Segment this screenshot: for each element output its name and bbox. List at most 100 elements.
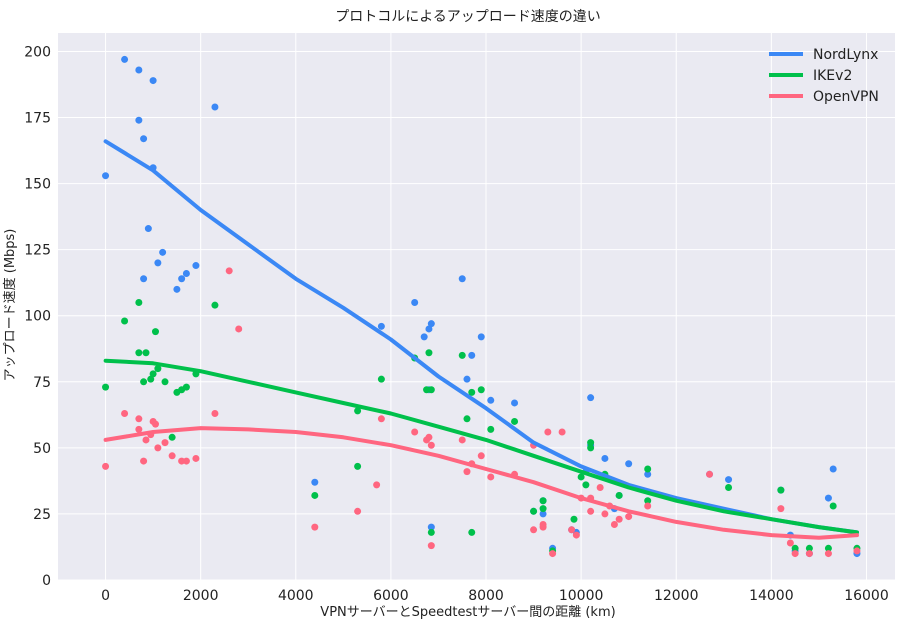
nordlynx-point xyxy=(725,476,733,484)
openvpn-point xyxy=(539,523,547,531)
ikev2-point xyxy=(425,349,433,357)
openvpn-point xyxy=(102,462,110,470)
x-tick-label: 8000 xyxy=(468,588,504,604)
ikev2-point xyxy=(182,383,190,391)
openvpn-point xyxy=(192,454,200,462)
openvpn-point xyxy=(587,507,595,515)
ikev2-point xyxy=(149,370,157,378)
nordlynx-point xyxy=(135,66,143,74)
ikev2-point xyxy=(805,544,813,552)
y-tick-label: 100 xyxy=(24,309,51,325)
nordlynx-point xyxy=(144,225,152,233)
ikev2-point xyxy=(161,378,169,386)
nordlynx-point xyxy=(159,248,167,256)
ikev2-point xyxy=(142,349,150,357)
nordlynx-point xyxy=(154,259,162,267)
y-tick-label: 25 xyxy=(33,507,51,523)
nordlynx-point xyxy=(587,394,595,402)
openvpn-point xyxy=(211,410,219,418)
openvpn-point xyxy=(791,550,799,558)
openvpn-point xyxy=(568,526,576,534)
openvpn-point xyxy=(615,515,623,523)
openvpn-point xyxy=(427,542,435,550)
ikev2-point xyxy=(154,365,162,373)
openvpn-point xyxy=(625,513,633,521)
ikev2-point xyxy=(354,462,362,470)
openvpn-point xyxy=(530,526,538,534)
openvpn-point xyxy=(135,415,143,423)
y-tick-label: 175 xyxy=(24,111,51,127)
openvpn-point xyxy=(425,433,433,441)
y-tick-label: 50 xyxy=(33,441,51,457)
openvpn-point xyxy=(777,505,785,513)
x-tick-label: 2000 xyxy=(183,588,219,604)
ikev2-point xyxy=(539,505,547,513)
nordlynx-point xyxy=(192,262,200,270)
openvpn-point xyxy=(824,550,832,558)
legend: NordLynx IKEv2 OpenVPN xyxy=(769,47,879,105)
nordlynx-point xyxy=(458,275,466,283)
nordlynx-point xyxy=(420,333,428,341)
ikev2-point xyxy=(121,317,129,325)
openvpn-point xyxy=(463,468,471,476)
nordlynx-point xyxy=(824,494,832,502)
ikev2-point xyxy=(644,465,652,473)
trend-lines xyxy=(103,139,859,540)
ikev2-point xyxy=(168,433,176,441)
openvpn-point xyxy=(558,428,566,436)
ikev2-point xyxy=(102,383,110,391)
ikev2-point xyxy=(377,375,385,383)
ikev2-point xyxy=(354,407,362,415)
nordlynx-point xyxy=(625,460,633,468)
openvpn-point xyxy=(411,428,419,436)
y-tick-label: 200 xyxy=(24,44,51,60)
openvpn-point xyxy=(225,267,233,275)
ikev2-point xyxy=(587,444,595,452)
ikev2-point xyxy=(587,439,595,447)
openvpn-point xyxy=(135,425,143,433)
nordlynx-point xyxy=(477,333,485,341)
x-tick-label: 16000 xyxy=(844,588,889,604)
x-axis-label: VPNサーバーとSpeedtestサーバー間の距離 (km) xyxy=(320,605,615,620)
ikev2-point xyxy=(487,425,495,433)
nordlynx-point xyxy=(140,275,148,283)
ikev2-point xyxy=(147,375,155,383)
y-tick-label: 75 xyxy=(33,375,51,391)
ikev2-point xyxy=(427,528,435,536)
ikev2-point xyxy=(530,507,538,515)
openvpn-trend-line xyxy=(103,426,859,540)
nordlynx-point xyxy=(601,454,609,462)
plot-area xyxy=(58,33,895,580)
openvpn-point xyxy=(373,481,381,489)
nordlynx-point xyxy=(829,465,837,473)
x-tick-label: 10000 xyxy=(559,588,604,604)
nordlynx-point xyxy=(644,470,652,478)
openvpn-point xyxy=(121,410,129,418)
nordlynx-point xyxy=(487,396,495,404)
ikev2-trend-line xyxy=(103,358,859,535)
ikev2-point xyxy=(615,491,623,499)
openvpn-point xyxy=(487,473,495,481)
ikev2-point xyxy=(539,497,547,505)
nordlynx-point xyxy=(511,399,519,407)
openvpn-point xyxy=(706,470,714,478)
nordlynx-point xyxy=(425,325,433,333)
nordlynx-legend-label: NordLynx xyxy=(813,47,878,63)
openvpn-point xyxy=(786,539,794,547)
ikev2-point xyxy=(463,415,471,423)
ikev2-point xyxy=(829,502,837,510)
ikev2-point xyxy=(458,351,466,359)
ikev2-legend-label: IKEv2 xyxy=(813,68,852,84)
ikev2-point xyxy=(511,417,519,425)
ikev2-point xyxy=(468,528,476,536)
nordlynx-point xyxy=(182,269,190,277)
ikev2-point xyxy=(135,299,143,307)
x-tick-label: 4000 xyxy=(278,588,314,604)
ikev2-point xyxy=(135,349,143,357)
nordlynx-point xyxy=(539,510,547,518)
openvpn-legend-label: OpenVPN xyxy=(813,89,879,105)
openvpn-point xyxy=(572,531,580,539)
openvpn-point xyxy=(853,547,861,555)
nordlynx-point xyxy=(140,135,148,143)
nordlynx-point xyxy=(149,77,157,85)
